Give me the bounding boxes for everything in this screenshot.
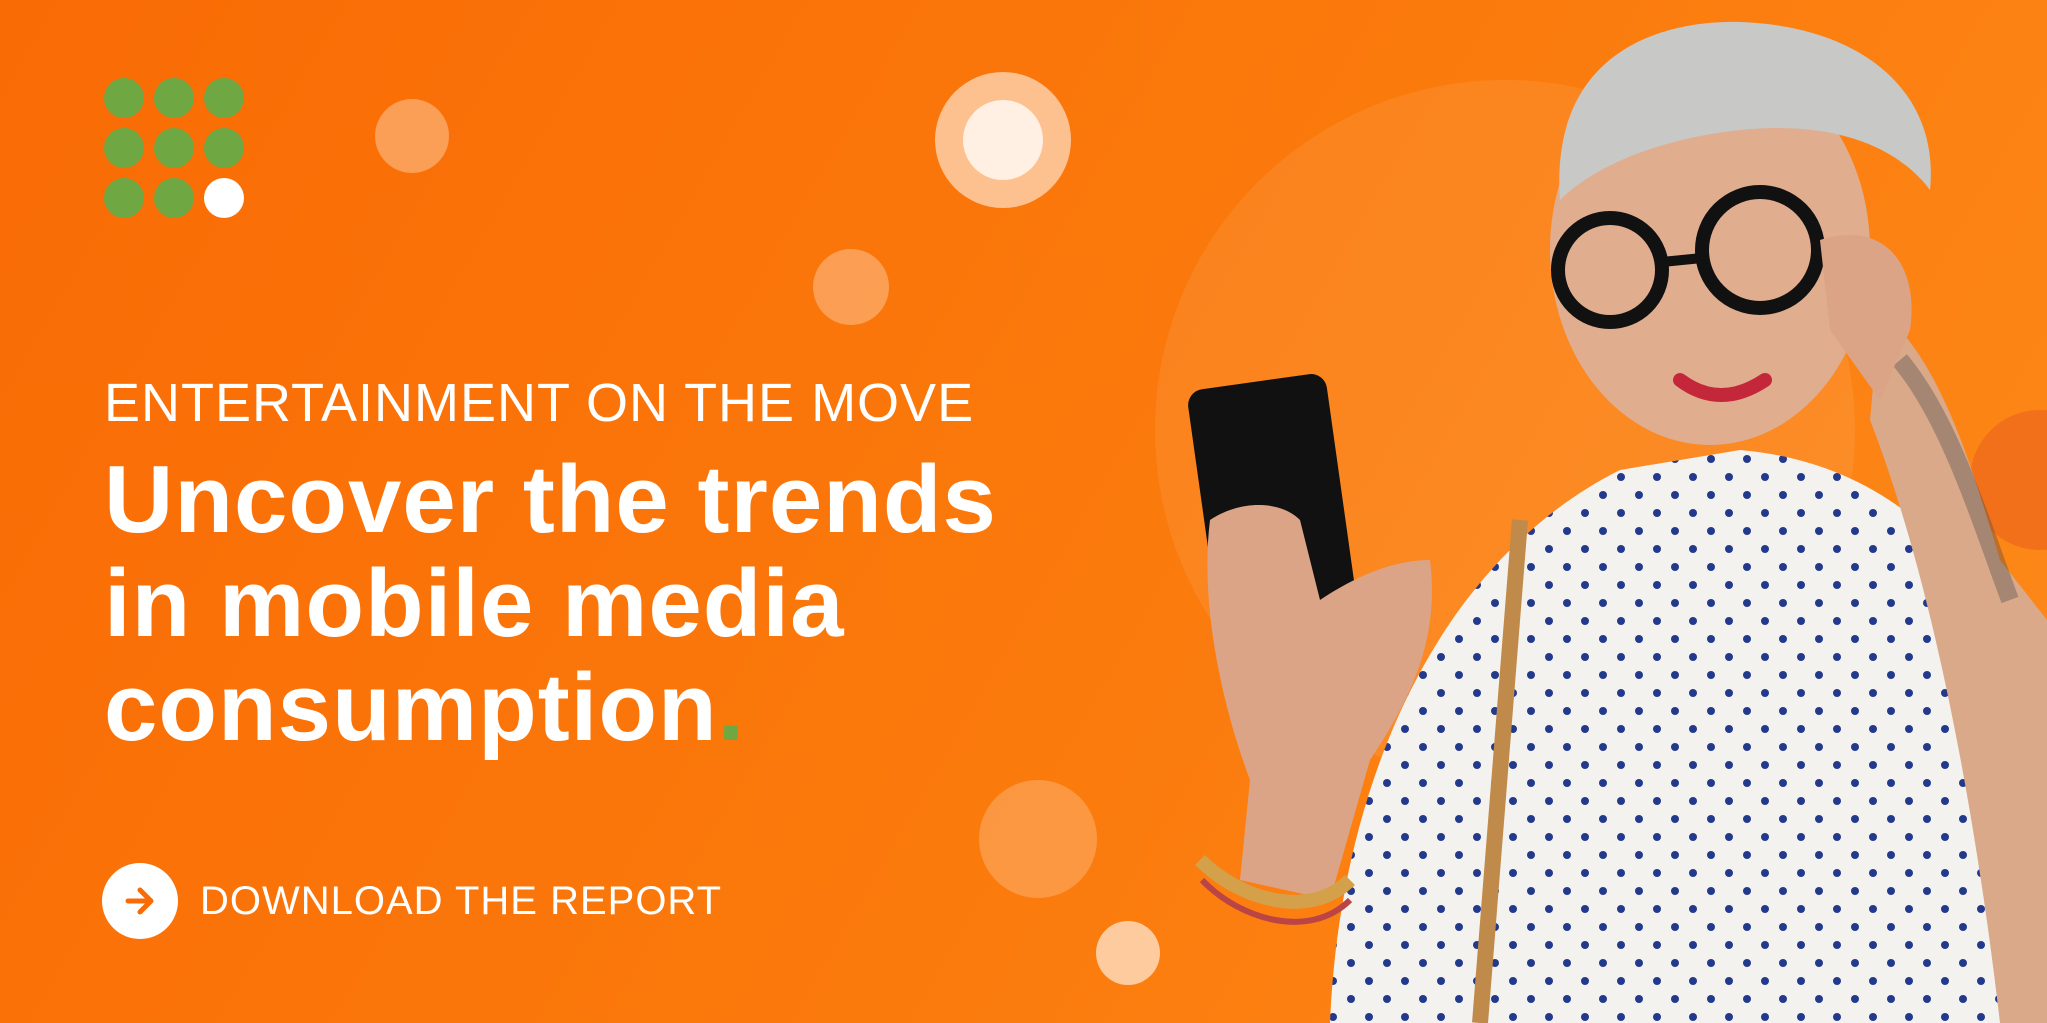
logo-dot bbox=[104, 78, 144, 118]
download-report-button[interactable]: DOWNLOAD THE REPORT bbox=[102, 863, 722, 939]
woman-with-phone-photo bbox=[1188, 21, 2047, 1023]
headline-line: consumption. bbox=[104, 656, 997, 760]
bag-strap bbox=[1472, 519, 1528, 1023]
glasses-icon bbox=[1551, 211, 1669, 329]
logo-dot bbox=[204, 128, 244, 168]
hand-on-glasses bbox=[1820, 234, 1912, 400]
eyebrow-title: ENTERTAINMENT ON THE MOVE bbox=[104, 373, 975, 433]
headline-line: Uncover the trends bbox=[104, 446, 997, 553]
logo-dot-white bbox=[204, 178, 244, 218]
decor-circle bbox=[979, 780, 1097, 898]
logo-dot bbox=[154, 78, 194, 118]
decor-circle bbox=[963, 100, 1043, 180]
dot-grid-logo bbox=[104, 78, 244, 218]
logo-dot bbox=[154, 178, 194, 218]
logo-dot bbox=[104, 128, 144, 168]
headline-line: in mobile media bbox=[104, 550, 845, 657]
tattooed-arm bbox=[1870, 310, 2047, 1023]
logo-dot bbox=[204, 78, 244, 118]
grey-hair bbox=[1559, 21, 1931, 200]
decor-circle bbox=[813, 249, 889, 325]
download-report-label: DOWNLOAD THE REPORT bbox=[200, 878, 723, 923]
decor-circle bbox=[1970, 410, 2047, 550]
decor-circle bbox=[375, 99, 449, 173]
smile bbox=[1673, 373, 1772, 402]
headline-period: . bbox=[717, 654, 746, 761]
bracelets bbox=[1195, 854, 1355, 909]
logo-dot bbox=[104, 178, 144, 218]
hand-holding-phone bbox=[1207, 505, 1432, 900]
headline-line-text: consumption bbox=[104, 654, 718, 761]
logo-dot bbox=[154, 128, 194, 168]
arrow-right-icon bbox=[102, 863, 178, 939]
headline: Uncover the trends in mobile media consu… bbox=[104, 448, 997, 760]
decor-circle bbox=[1096, 921, 1160, 985]
